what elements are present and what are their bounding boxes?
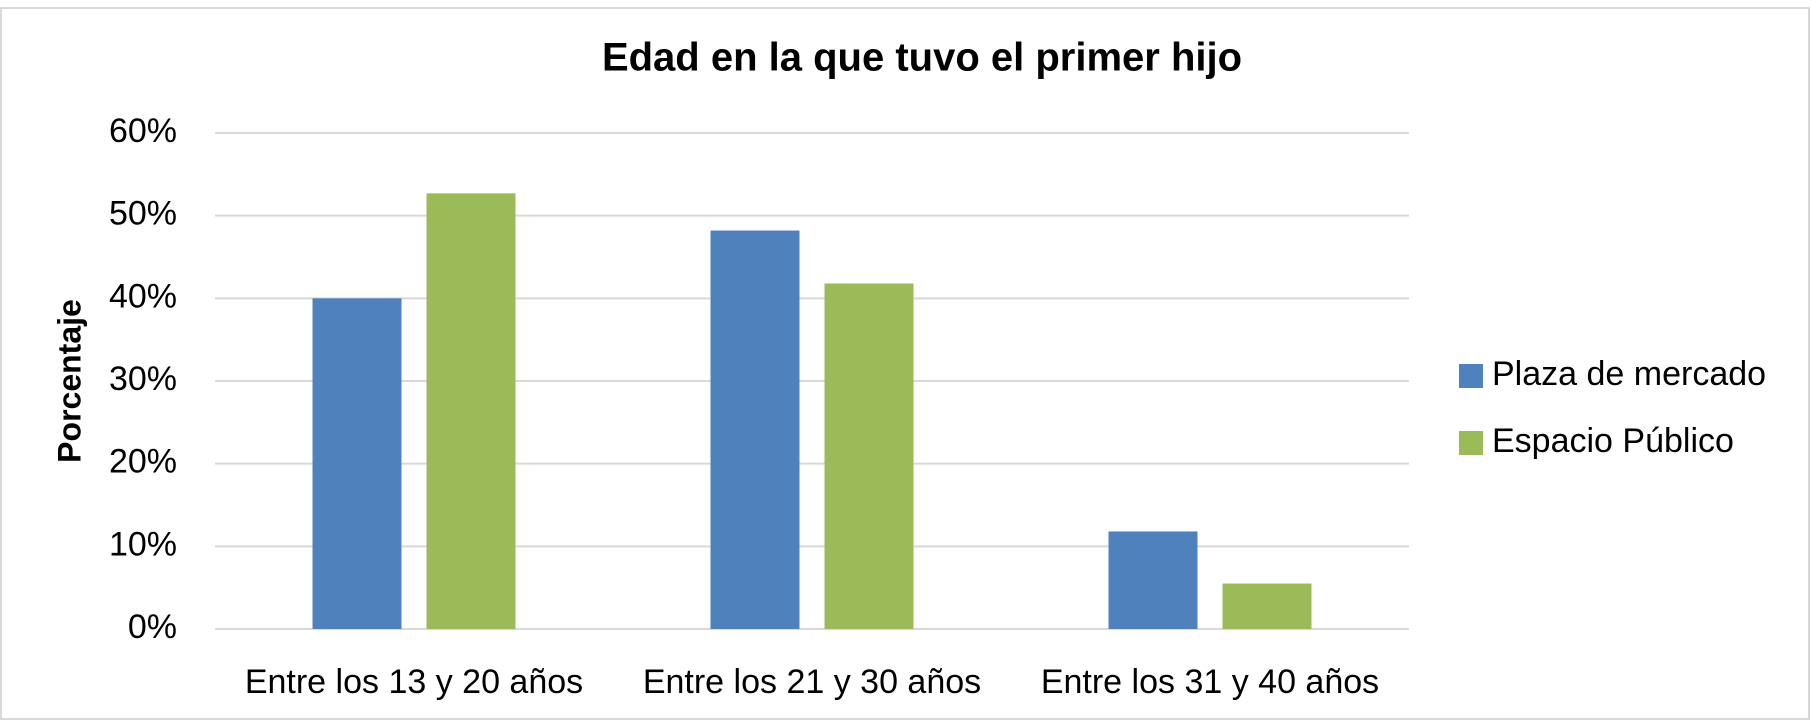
legend-swatch bbox=[1459, 431, 1483, 455]
y-tick-label: 40% bbox=[109, 277, 177, 315]
bar bbox=[710, 230, 800, 629]
legend-swatch bbox=[1459, 364, 1483, 388]
x-tick-label: Entre los 21 y 30 años bbox=[643, 663, 981, 701]
bar bbox=[1222, 583, 1312, 629]
x-tick-label: Entre los 31 y 40 años bbox=[1041, 663, 1379, 701]
legend-label: Espacio Público bbox=[1492, 422, 1734, 460]
bar bbox=[1108, 531, 1198, 629]
y-tick-label: 20% bbox=[109, 443, 177, 481]
legend-label: Plaza de mercado bbox=[1492, 355, 1766, 393]
x-tick-label: Entre los 13 y 20 años bbox=[245, 663, 583, 701]
bar bbox=[426, 193, 516, 629]
y-axis-label: Porcentaje bbox=[51, 299, 87, 463]
bar bbox=[824, 283, 914, 629]
y-tick-label: 30% bbox=[109, 360, 177, 398]
y-tick-label: 60% bbox=[109, 112, 177, 150]
y-tick-label: 50% bbox=[109, 195, 177, 233]
y-tick-label: 10% bbox=[109, 525, 177, 563]
bar bbox=[312, 298, 402, 629]
y-tick-label: 0% bbox=[128, 608, 177, 646]
chart-title: Edad en la que tuvo el primer hijo bbox=[602, 36, 1242, 80]
